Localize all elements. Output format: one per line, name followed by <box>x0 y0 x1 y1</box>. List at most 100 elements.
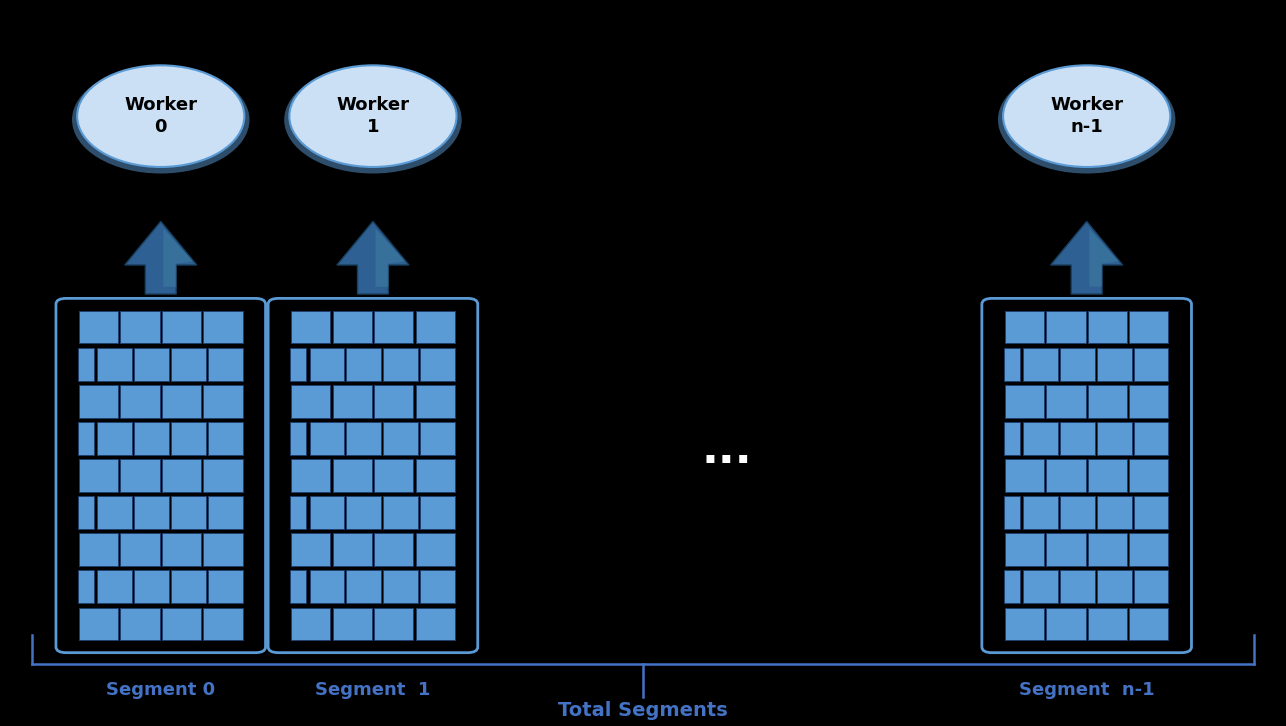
Bar <box>291 571 306 603</box>
Bar <box>171 571 206 603</box>
Bar <box>421 497 455 529</box>
Bar <box>1097 497 1132 529</box>
Bar <box>98 571 132 603</box>
Bar <box>171 422 206 454</box>
Bar <box>333 608 372 640</box>
Bar <box>1003 348 1020 380</box>
Bar <box>1060 571 1094 603</box>
Bar <box>78 385 118 417</box>
Bar <box>1047 385 1085 417</box>
Bar <box>1134 348 1169 380</box>
Text: Total Segments: Total Segments <box>558 701 728 719</box>
Bar <box>1003 497 1020 529</box>
Bar <box>1088 534 1127 566</box>
Bar <box>333 311 372 343</box>
Bar <box>291 348 306 380</box>
Bar <box>383 422 418 454</box>
Bar <box>1004 534 1044 566</box>
Ellipse shape <box>289 65 457 167</box>
Bar <box>415 459 455 492</box>
Bar <box>374 311 413 343</box>
Bar <box>1060 497 1094 529</box>
Bar <box>134 348 168 380</box>
Bar <box>162 459 201 492</box>
Bar <box>1097 422 1132 454</box>
Bar <box>346 422 381 454</box>
Ellipse shape <box>72 66 249 174</box>
Bar <box>208 571 243 603</box>
Bar <box>1088 311 1127 343</box>
Polygon shape <box>1089 229 1119 287</box>
Bar <box>1004 459 1044 492</box>
Bar <box>1060 422 1094 454</box>
Bar <box>346 497 381 529</box>
Bar <box>77 348 94 380</box>
Bar <box>1004 311 1044 343</box>
Bar <box>1097 571 1132 603</box>
Bar <box>1024 571 1058 603</box>
Bar <box>1134 497 1169 529</box>
Bar <box>1088 459 1127 492</box>
Bar <box>121 608 159 640</box>
Bar <box>1129 459 1169 492</box>
Bar <box>1088 608 1127 640</box>
Ellipse shape <box>284 66 462 174</box>
Bar <box>203 459 243 492</box>
Ellipse shape <box>77 65 244 167</box>
Polygon shape <box>1051 221 1123 294</box>
Bar <box>134 422 168 454</box>
Bar <box>310 497 345 529</box>
Bar <box>415 385 455 417</box>
Bar <box>1047 608 1085 640</box>
Bar <box>208 497 243 529</box>
Bar <box>1047 311 1085 343</box>
Bar <box>383 348 418 380</box>
Bar <box>78 459 118 492</box>
Bar <box>162 385 201 417</box>
Polygon shape <box>376 229 405 287</box>
Bar <box>208 422 243 454</box>
Bar <box>203 608 243 640</box>
Bar <box>1088 385 1127 417</box>
Bar <box>78 608 118 640</box>
Polygon shape <box>163 229 193 287</box>
Polygon shape <box>125 221 197 294</box>
Bar <box>421 571 455 603</box>
Bar <box>346 571 381 603</box>
Text: Segment  1: Segment 1 <box>315 681 431 698</box>
Bar <box>1003 571 1020 603</box>
Bar <box>310 348 345 380</box>
Bar <box>310 571 345 603</box>
Bar <box>134 571 168 603</box>
Bar <box>162 608 201 640</box>
Bar <box>171 348 206 380</box>
Bar <box>1047 534 1085 566</box>
Bar <box>1134 422 1169 454</box>
Text: Segment 0: Segment 0 <box>107 681 215 698</box>
Bar <box>203 534 243 566</box>
Bar <box>383 497 418 529</box>
Bar <box>421 422 455 454</box>
Bar <box>1134 571 1169 603</box>
Bar <box>374 385 413 417</box>
Bar <box>134 497 168 529</box>
Text: Segment  n-1: Segment n-1 <box>1019 681 1155 698</box>
Bar <box>203 311 243 343</box>
Bar <box>415 311 455 343</box>
Bar <box>415 608 455 640</box>
Bar <box>121 385 159 417</box>
Bar <box>121 311 159 343</box>
Ellipse shape <box>998 66 1175 174</box>
Ellipse shape <box>1003 65 1170 167</box>
Bar <box>1129 385 1169 417</box>
Bar <box>374 608 413 640</box>
Bar <box>121 459 159 492</box>
Bar <box>291 422 306 454</box>
Bar <box>162 311 201 343</box>
Bar <box>78 534 118 566</box>
Bar <box>1004 608 1044 640</box>
Bar <box>78 311 118 343</box>
Bar <box>162 534 201 566</box>
Bar <box>291 459 331 492</box>
Bar <box>291 311 331 343</box>
